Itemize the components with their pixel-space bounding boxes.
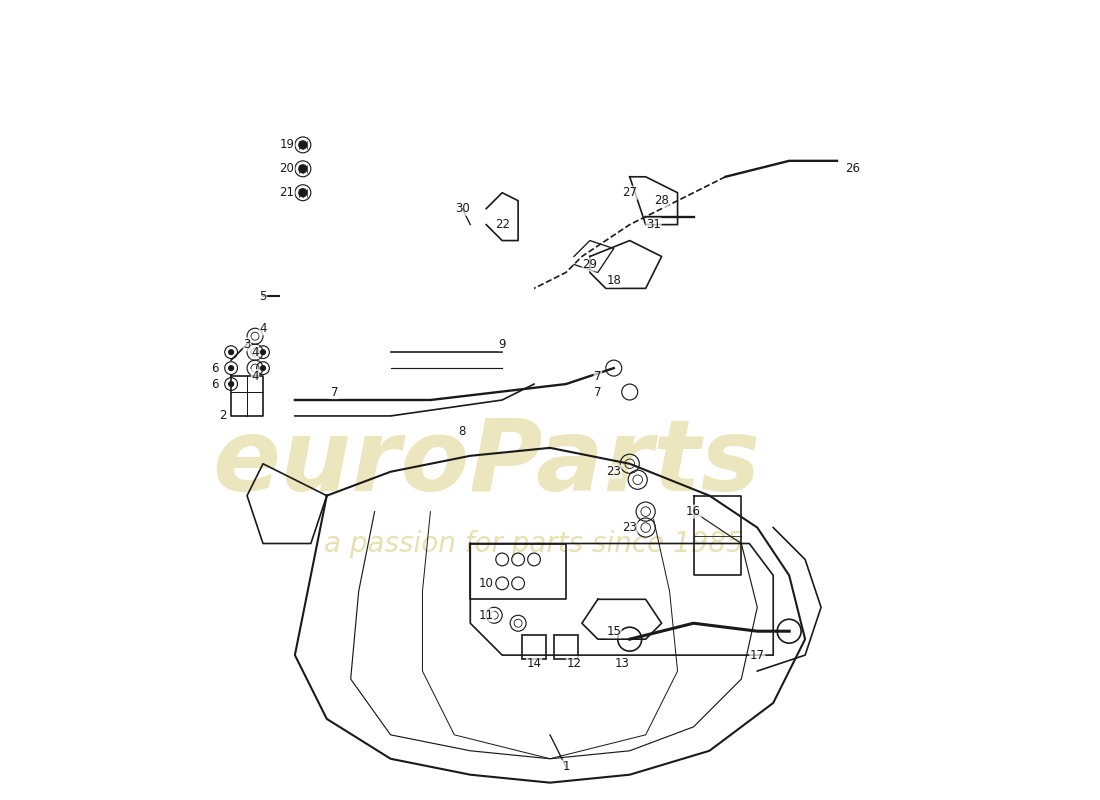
Text: 26: 26 <box>846 162 860 175</box>
Text: 4: 4 <box>260 322 266 334</box>
Text: a passion for parts since 1985: a passion for parts since 1985 <box>324 530 744 558</box>
Text: euroParts: euroParts <box>212 415 760 512</box>
Text: 28: 28 <box>654 194 669 207</box>
Text: 19: 19 <box>279 138 295 151</box>
Circle shape <box>261 366 265 370</box>
Text: 13: 13 <box>614 657 629 670</box>
Text: 1: 1 <box>562 760 570 774</box>
Circle shape <box>299 141 307 149</box>
Text: 22: 22 <box>495 218 509 231</box>
Circle shape <box>229 366 233 370</box>
Text: 15: 15 <box>606 625 621 638</box>
Text: 8: 8 <box>459 426 466 438</box>
Text: 29: 29 <box>582 258 597 271</box>
Text: 20: 20 <box>279 162 295 175</box>
Text: 6: 6 <box>211 378 219 390</box>
Text: 9: 9 <box>498 338 506 350</box>
Text: 4: 4 <box>251 346 258 358</box>
Text: 10: 10 <box>478 577 494 590</box>
Text: 12: 12 <box>566 657 582 670</box>
Text: 7: 7 <box>594 386 602 398</box>
Text: 16: 16 <box>686 505 701 518</box>
Circle shape <box>299 165 307 173</box>
Text: 4: 4 <box>251 370 258 382</box>
Text: 23: 23 <box>623 521 637 534</box>
Circle shape <box>229 350 233 354</box>
Bar <box>522 635 546 659</box>
Text: 27: 27 <box>623 186 637 199</box>
Text: 2: 2 <box>219 410 227 422</box>
Text: 30: 30 <box>455 202 470 215</box>
Bar <box>554 635 578 659</box>
Text: 7: 7 <box>594 370 602 382</box>
Text: 11: 11 <box>478 609 494 622</box>
Text: 18: 18 <box>606 274 621 287</box>
Text: 23: 23 <box>606 466 621 478</box>
Circle shape <box>261 350 265 354</box>
Text: 31: 31 <box>646 218 661 231</box>
Circle shape <box>299 189 307 197</box>
Text: 6: 6 <box>211 362 219 374</box>
Text: 21: 21 <box>279 186 295 199</box>
Text: 17: 17 <box>750 649 764 662</box>
Text: 7: 7 <box>331 386 339 398</box>
Text: 5: 5 <box>260 290 266 303</box>
Circle shape <box>229 382 233 386</box>
Text: 14: 14 <box>527 657 541 670</box>
Text: 3: 3 <box>243 338 251 350</box>
